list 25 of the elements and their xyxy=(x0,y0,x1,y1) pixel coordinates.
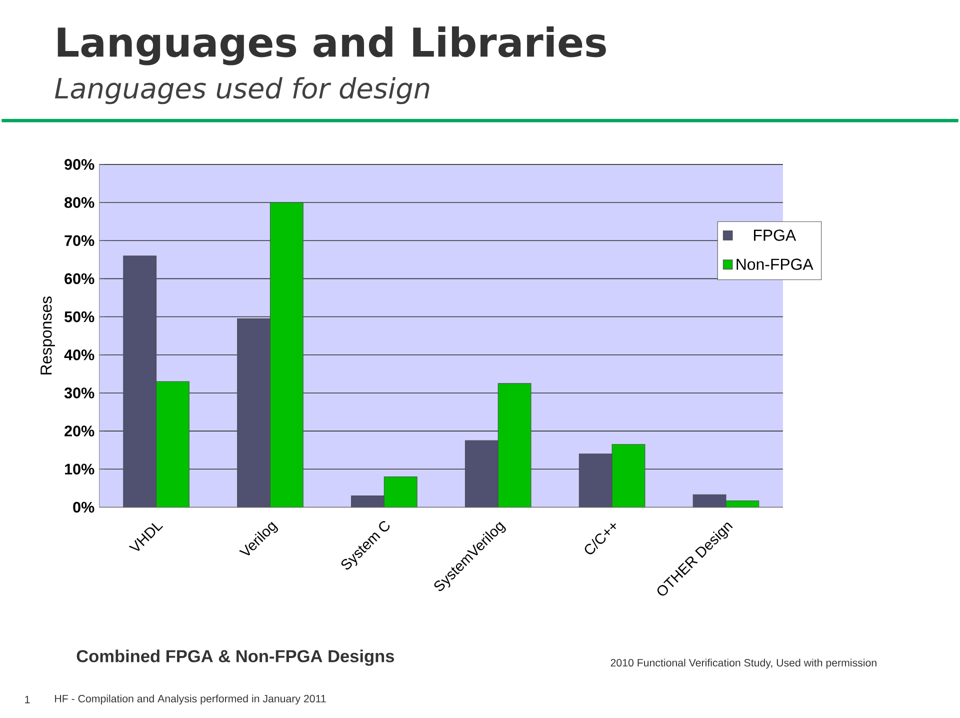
y-tick-label: 50% xyxy=(64,312,94,322)
y-tick-label: 30% xyxy=(64,388,94,399)
y-tick-label: 10% xyxy=(65,464,94,475)
y-tick-label: 80% xyxy=(64,197,94,208)
legend-label: FPGA xyxy=(754,230,796,242)
y-tick-label: 60% xyxy=(64,274,94,284)
text: 1 xyxy=(25,696,30,704)
text: Combined FPGA & Non-FPGA Designs xyxy=(76,650,394,666)
y-tick-label: 90% xyxy=(64,159,94,170)
y-tick-label: 20% xyxy=(64,426,94,437)
legend-label: Non-FPGA xyxy=(736,258,814,270)
bar xyxy=(612,444,646,508)
bar xyxy=(156,382,190,508)
chart-title: Languages and Libraries xyxy=(58,26,606,66)
y-tick-label: 40% xyxy=(64,350,94,361)
bar xyxy=(270,202,304,508)
y-tick-label: 0% xyxy=(73,502,94,513)
text: 2010 Functional Verification Study, Used with permission xyxy=(610,658,876,669)
bar xyxy=(384,476,418,508)
text: HF - Compilation and Analysis performed in January 2011 xyxy=(55,694,326,705)
bar xyxy=(726,500,760,508)
y-tick-label: 70% xyxy=(64,235,94,246)
bar xyxy=(498,383,532,508)
y-axis-title: Responses xyxy=(40,296,55,375)
chart-subtitle: Languages used for design xyxy=(54,77,430,104)
